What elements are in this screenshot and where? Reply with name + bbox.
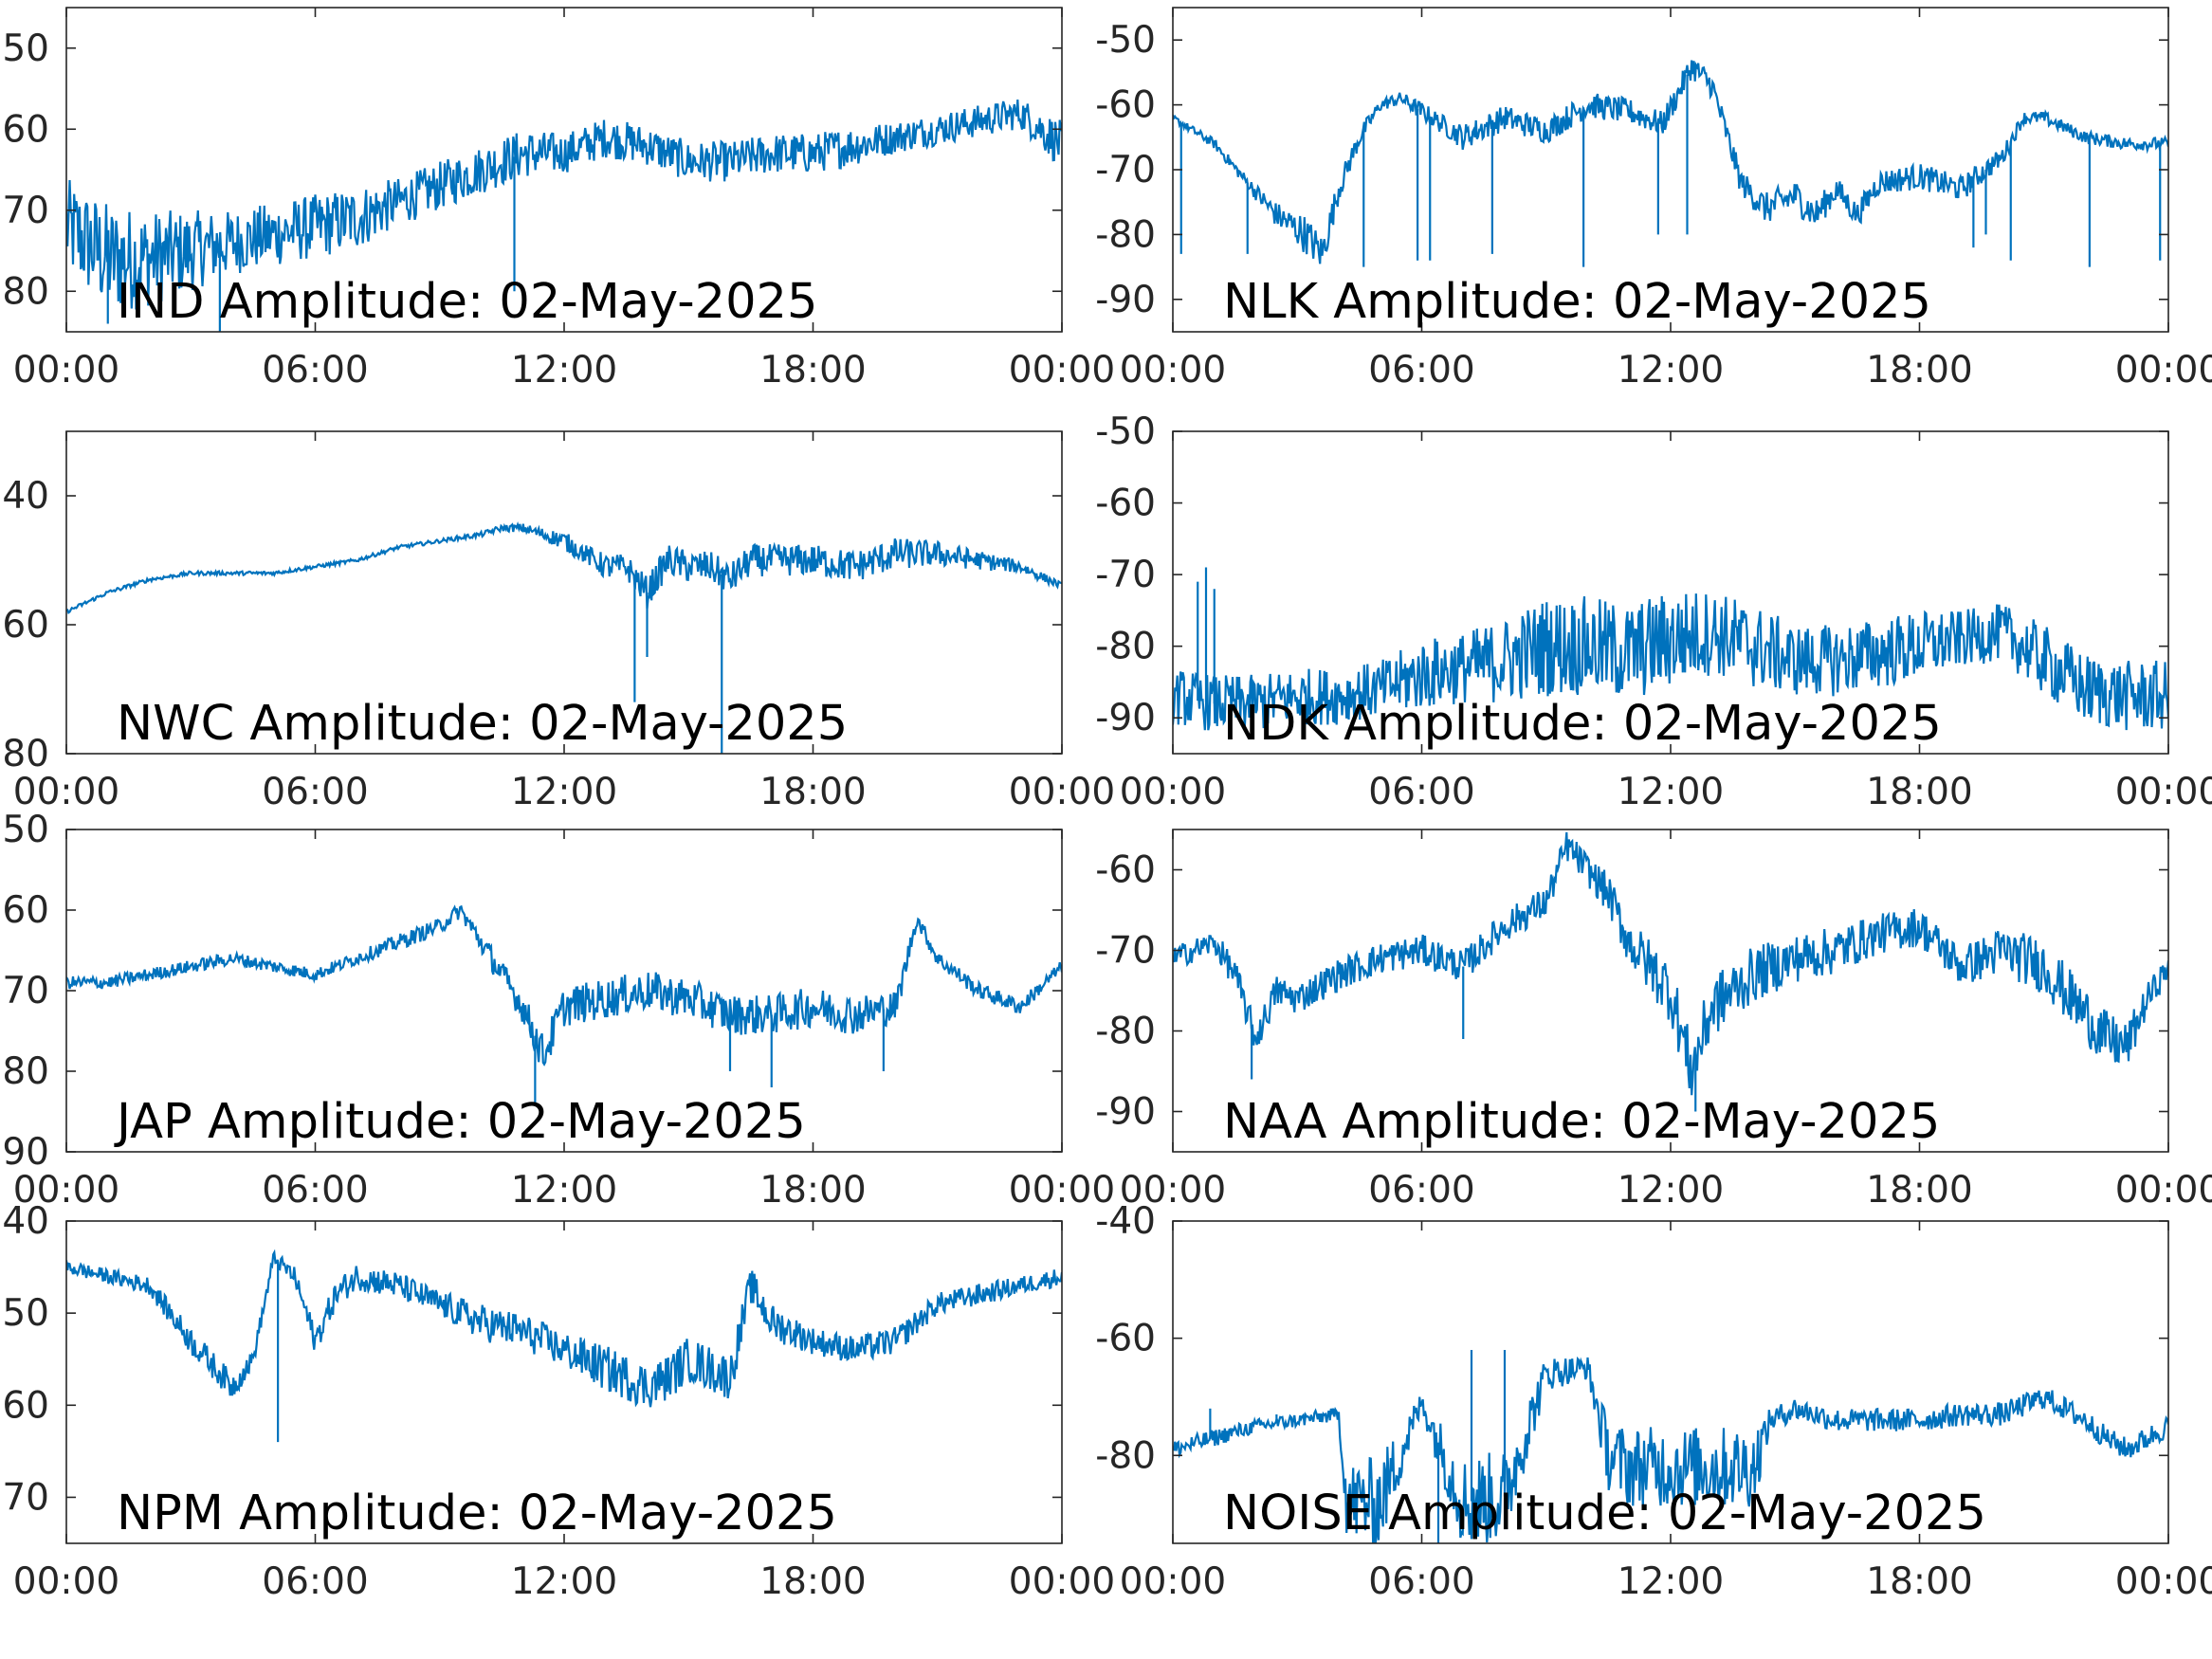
y-tick-label: 60 — [2, 889, 49, 932]
panel-ind: 00:00 06:00 12:00 18:00 00:00 50 60 70 80 IND Amp… — [2, 7, 1115, 392]
panel-title: NPM Amplitude: 02-May-2025 — [117, 1486, 837, 1541]
y-tick-label: -50 — [1095, 410, 1156, 453]
x-tick-label: 06:00 — [262, 771, 368, 813]
x-tick-label: 06:00 — [262, 1560, 368, 1603]
x-tick-label: 12:00 — [511, 1169, 617, 1212]
x-tick-label: 00:00 — [13, 771, 119, 813]
y-tick-label: 60 — [2, 108, 49, 151]
panel-title: NOISE Amplitude: 02-May-2025 — [1223, 1486, 1986, 1541]
x-tick-label: 12:00 — [511, 349, 617, 392]
panel-title: NLK Amplitude: 02-May-2025 — [1223, 274, 1931, 330]
x-tick-label: 06:00 — [262, 1169, 368, 1212]
x-tick-label: 18:00 — [1866, 1560, 1972, 1603]
y-tick-label: 80 — [2, 733, 49, 775]
y-tick-label: -40 — [1095, 1200, 1156, 1243]
y-tick-label: -50 — [1095, 19, 1156, 62]
y-tick-label: 50 — [2, 27, 49, 70]
y-tick-label: 40 — [2, 1200, 49, 1243]
y-tick-label: -60 — [1095, 483, 1156, 525]
panel-ndk: 00:00 06:00 12:00 18:00 00:00 -50 -60 -70 -80 -90… — [1095, 410, 2212, 813]
y-tick-label: -90 — [1095, 1091, 1156, 1134]
y-tick-label: 40 — [2, 475, 49, 518]
panel-title: JAP Amplitude: 02-May-2025 — [114, 1094, 806, 1150]
panel-nwc: 00:00 06:00 12:00 18:00 00:00 40 60 80 NWC Ampli… — [2, 430, 1115, 813]
y-tick-label: -90 — [1095, 279, 1156, 321]
y-tick-label: -90 — [1095, 697, 1156, 739]
y-tick-label: -60 — [1095, 849, 1156, 892]
x-tick-label: 00:00 — [1009, 349, 1115, 392]
amplitude-trace — [66, 521, 1062, 615]
amplitude-trace — [1173, 831, 2168, 1096]
x-tick-label: 00:00 — [13, 1169, 119, 1212]
x-tick-label: 12:00 — [511, 771, 617, 813]
y-tick-label: 60 — [2, 604, 49, 647]
amplitude-trace — [66, 1249, 1062, 1408]
x-tick-label: 06:00 — [1368, 771, 1474, 813]
panel-title: IND Amplitude: 02-May-2025 — [117, 274, 817, 330]
x-tick-label: 00:00 — [13, 349, 119, 392]
panel-title: NAA Amplitude: 02-May-2025 — [1223, 1094, 1940, 1150]
x-tick-label: 00:00 — [2115, 349, 2212, 392]
x-tick-label: 00:00 — [1120, 349, 1226, 392]
x-tick-label: 06:00 — [1368, 1560, 1474, 1603]
y-tick-label: 70 — [2, 1476, 49, 1519]
y-tick-label: -70 — [1095, 554, 1156, 596]
y-tick-label: -80 — [1095, 1011, 1156, 1053]
y-tick-label: 50 — [2, 1292, 49, 1335]
x-tick-label: 00:00 — [2115, 1169, 2212, 1212]
x-tick-label: 18:00 — [1866, 771, 1972, 813]
x-tick-label: 00:00 — [1009, 771, 1115, 813]
panel-npm: 00:00 06:00 12:00 18:00 00:00 40 50 60 70 NPM Amp… — [2, 1200, 1115, 1603]
x-tick-label: 18:00 — [759, 1560, 866, 1603]
x-tick-label: 00:00 — [1009, 1560, 1115, 1603]
y-tick-label: 70 — [2, 970, 49, 1012]
x-tick-label: 12:00 — [1618, 1169, 1724, 1212]
amplitude-trace — [66, 100, 1062, 310]
amplitude-trace — [66, 904, 1062, 1066]
x-tick-label: 18:00 — [759, 1169, 866, 1212]
panel-title: NWC Amplitude: 02-May-2025 — [117, 696, 848, 752]
x-tick-label: 18:00 — [759, 771, 866, 813]
y-tick-label: 50 — [2, 809, 49, 851]
x-tick-label: 06:00 — [262, 349, 368, 392]
y-tick-label: 80 — [2, 1050, 49, 1093]
x-tick-label: 18:00 — [759, 349, 866, 392]
x-tick-label: 00:00 — [1120, 1169, 1226, 1212]
panel-nlk: 00:00 06:00 12:00 18:00 00:00 -50 -60 -70 -80 -90… — [1095, 7, 2212, 392]
y-tick-label: 90 — [2, 1131, 49, 1174]
y-tick-label: -60 — [1095, 84, 1156, 127]
x-tick-label: 00:00 — [1120, 771, 1226, 813]
x-tick-label: 00:00 — [2115, 1560, 2212, 1603]
y-tick-label: -80 — [1095, 1434, 1156, 1477]
x-tick-label: 00:00 — [2115, 771, 2212, 813]
amplitude-trace — [1173, 60, 2168, 264]
amplitude-trace — [1173, 1356, 2168, 1543]
x-tick-label: 00:00 — [13, 1560, 119, 1603]
x-tick-label: 12:00 — [1618, 1560, 1724, 1603]
y-tick-label: -80 — [1095, 626, 1156, 668]
x-tick-label: 12:00 — [1618, 349, 1724, 392]
y-tick-label: -70 — [1095, 149, 1156, 191]
y-tick-label: -80 — [1095, 213, 1156, 256]
panel-jap: 00:00 06:00 12:00 18:00 00:00 50 60 70 80 90 JAP A… — [2, 809, 1115, 1212]
x-tick-label: 18:00 — [1866, 1169, 1972, 1212]
x-tick-label: 06:00 — [1368, 1169, 1474, 1212]
x-tick-label: 00:00 — [1120, 1560, 1226, 1603]
y-tick-label: 60 — [2, 1384, 49, 1427]
x-tick-label: 12:00 — [1618, 771, 1724, 813]
x-tick-label: 00:00 — [1009, 1169, 1115, 1212]
y-tick-label: 80 — [2, 270, 49, 313]
panel-naa: 00:00 06:00 12:00 18:00 00:00 -60 -70 -80 -90 NAA… — [1095, 829, 2212, 1212]
y-tick-label: 70 — [2, 190, 49, 232]
y-tick-label: -70 — [1095, 930, 1156, 973]
panel-title: NDK Amplitude: 02-May-2025 — [1223, 696, 1942, 752]
x-tick-label: 18:00 — [1866, 349, 1972, 392]
y-tick-label: -60 — [1095, 1318, 1156, 1360]
amplitude-trace — [1173, 593, 2168, 731]
x-tick-label: 06:00 — [1368, 349, 1474, 392]
x-tick-label: 12:00 — [511, 1560, 617, 1603]
panel-noise: 00:00 06:00 12:00 18:00 00:00 -40 -60 -80 NOISE … — [1095, 1200, 2212, 1603]
